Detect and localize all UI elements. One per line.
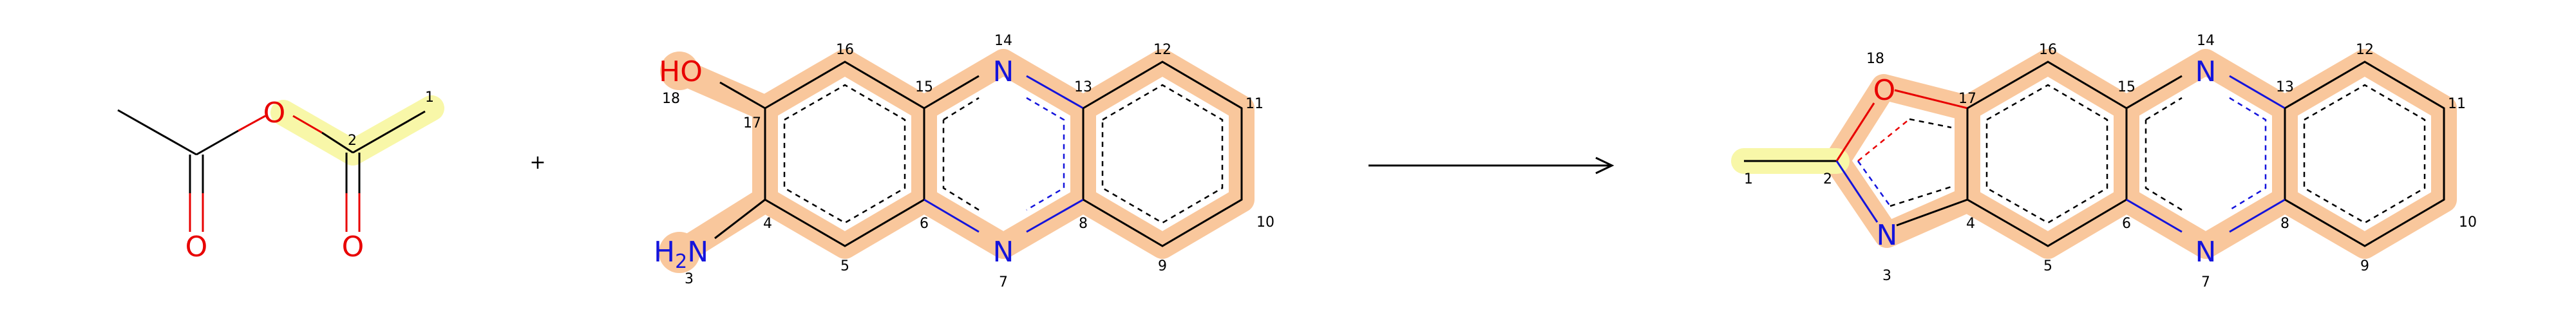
reactant2-atom-number-3: 3: [685, 271, 694, 287]
reactant2-atom-number-9: 9: [1158, 258, 1167, 274]
product-oxazolophenazine: O N N N 18 17 16 15 14 13 12 11 1 2 3 4 …: [1731, 33, 2477, 290]
reactant1-carbonyl-oxygen-left: O: [185, 231, 208, 263]
product-atom-number-11: 11: [2448, 96, 2466, 112]
product-atom-number-7: 7: [2201, 274, 2210, 290]
product-bonds: [1744, 61, 2445, 247]
reactant2-atom-number-17: 17: [743, 115, 761, 131]
reactant2-nitrogen-7: N: [993, 236, 1014, 269]
reactant2-atom-number-16: 16: [836, 42, 854, 58]
product-oxygen-18: O: [1873, 74, 1896, 107]
product-atom-number-9: 9: [2360, 258, 2369, 274]
product-atom-number-13: 13: [2276, 79, 2294, 95]
product-atom-number-3: 3: [1882, 268, 1891, 284]
reactant2-atom-number-11: 11: [1245, 96, 1264, 112]
product-atom-number-10: 10: [2459, 214, 2477, 231]
reactant2-aromatic-dashes: [783, 84, 1224, 224]
reactant2-atom-number-12: 12: [1153, 42, 1171, 58]
product-atom-number-8: 8: [2280, 216, 2289, 232]
reactant2-highlight-caps: [659, 52, 700, 273]
product-atom-number-1: 1: [1744, 171, 1753, 187]
reactant-aminohydroxyphenazine: HO H2N N N 16 15 14 13 12 11 17 18 4 3 5…: [654, 33, 1274, 290]
reactant2-atom-number-7: 7: [999, 274, 1008, 290]
product-atom-number-12: 12: [2356, 42, 2374, 58]
product-atom-number-16: 16: [2039, 42, 2057, 58]
product-atom-number-17: 17: [1958, 91, 1976, 107]
reactant1-highlight: [270, 95, 444, 166]
reactant2-atom-number-10: 10: [1256, 214, 1274, 231]
reactant2-atom-number-13: 13: [1074, 79, 1092, 95]
reactant2-atom-number-14: 14: [994, 33, 1012, 49]
reactant2-atom-number-8: 8: [1079, 216, 1088, 232]
reaction-arrow: [1368, 156, 1615, 175]
product-atom-number-5: 5: [2043, 258, 2052, 274]
reactant2-bonds: [714, 61, 1243, 247]
product-nitrogen-3: N: [1877, 219, 1898, 252]
reactant2-atom-number-6: 6: [920, 216, 929, 232]
reactant1-bonds: [117, 109, 426, 232]
reactant2-amine-h: H: [654, 236, 675, 269]
reactant2-atom-number-4: 4: [763, 216, 772, 232]
plus-sign: +: [529, 151, 545, 174]
product-atom-number-6: 6: [2122, 216, 2131, 232]
reactant2-atom-number-5: 5: [840, 258, 849, 274]
reactant2-hydroxyl-label: HO: [659, 55, 703, 88]
product-highlight: [1824, 49, 2457, 259]
product-nitrogen-14: N: [2195, 55, 2217, 88]
product-atom-number-14: 14: [2197, 33, 2215, 49]
reactant1-atom-number-1: 1: [425, 90, 434, 106]
reactant2-atom-number-15: 15: [915, 79, 933, 95]
product-nitrogen-7: N: [2195, 236, 2217, 269]
product-atom-number-2: 2: [1823, 171, 1832, 187]
reactant1-ester-oxygen: O: [263, 97, 286, 129]
reactant2-atom-number-18: 18: [662, 91, 680, 107]
reactant2-nitrogen-14: N: [993, 55, 1014, 88]
reactant2-amine-subscript: 2: [675, 251, 687, 273]
product-atom-number-4: 4: [1966, 216, 1975, 232]
product-atom-number-15: 15: [2117, 79, 2136, 95]
reactant1-carbonyl-oxygen-right: O: [342, 231, 365, 263]
reactant-acetic-anhydride: O O O 1 2: [117, 90, 444, 263]
reactant1-atom-number-2: 2: [348, 133, 357, 149]
reactant2-amine-label: H2N: [654, 236, 708, 273]
product-atom-number-18: 18: [1866, 51, 1884, 67]
reactant2-amine-n: N: [687, 236, 708, 269]
product-aromatic-dashes: [1857, 84, 2426, 224]
